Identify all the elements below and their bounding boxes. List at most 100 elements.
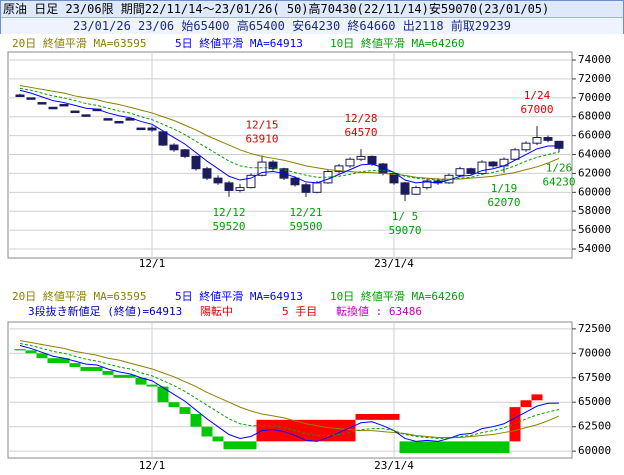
brick	[135, 377, 147, 385]
candle-body	[15, 94, 25, 97]
info-text: 5 手目	[282, 304, 317, 318]
brick	[14, 349, 26, 351]
brick	[256, 419, 356, 442]
ma-line	[19, 89, 560, 184]
legend-entry: 10日 終値平滑 MA=64260	[330, 289, 464, 303]
candle-body	[103, 118, 113, 121]
candle-body	[400, 182, 410, 195]
info-text: 陽転中	[200, 305, 233, 318]
header-line: 原油 日足 23/06限 期間22/11/14～23/01/26( 50)高70…	[3, 2, 550, 16]
annotation-value: 64570	[344, 126, 377, 139]
y-tick-label: 67500	[578, 371, 611, 384]
annotation-date: 1/24	[524, 89, 551, 102]
annotation-date: 1/26	[546, 161, 573, 174]
brick	[201, 426, 213, 437]
candle-body	[301, 184, 311, 193]
candle-body	[59, 103, 69, 107]
annotation-value: 62070	[487, 196, 520, 209]
candle-body	[257, 161, 267, 176]
annotation-date: 12/12	[212, 206, 245, 219]
info-text: 3段抜き新値足 (終値)=64913	[28, 304, 182, 318]
y-tick-label: 60000	[578, 444, 611, 457]
candle-body	[169, 144, 179, 151]
candle-body	[510, 149, 520, 160]
y-tick-label: 60000	[578, 185, 611, 198]
annotation-value: 64230	[542, 175, 575, 188]
brick	[179, 407, 191, 414]
candle-body	[158, 131, 168, 146]
candle-body	[246, 174, 256, 189]
ma-line	[19, 344, 560, 442]
candle-body	[411, 187, 421, 195]
candle-body	[180, 149, 190, 157]
brick	[36, 353, 48, 359]
info-text: 転換値 : 63486	[336, 305, 422, 318]
ma-line	[19, 343, 560, 439]
candle-body	[356, 155, 366, 160]
y-tick-label: 66000	[578, 129, 611, 142]
legend-entry: 20日 終値平滑 MA=63595	[12, 289, 146, 303]
brick	[531, 394, 543, 401]
candle-body	[554, 140, 564, 149]
annotation-date: 12/21	[289, 206, 322, 219]
brick	[69, 363, 81, 368]
annotation-date: 1/ 5	[392, 210, 419, 223]
brick	[102, 370, 114, 375]
candle-body	[422, 180, 432, 189]
annotation-date: 12/15	[245, 118, 278, 131]
annotation-value: 59500	[289, 220, 322, 233]
y-tick-label: 65000	[578, 395, 611, 408]
candle-body	[367, 155, 377, 165]
ma-line	[19, 85, 560, 180]
brick	[25, 350, 37, 354]
candle-body	[136, 127, 146, 131]
brick	[212, 436, 224, 442]
ma-line	[19, 87, 560, 181]
brick	[47, 358, 70, 364]
brick	[223, 441, 257, 450]
annotation-value: 67000	[520, 103, 553, 116]
brick	[113, 374, 136, 378]
brick	[157, 386, 169, 403]
candle-body	[477, 161, 487, 174]
candle-body	[290, 177, 300, 186]
candle-body	[389, 172, 399, 184]
candle-body	[466, 168, 476, 174]
brick	[80, 367, 103, 371]
annotation-value: 59520	[212, 220, 245, 233]
brick	[168, 402, 180, 408]
x-tick-label: 12/1	[139, 257, 166, 270]
header: 原油 日足 23/06限 期間22/11/14～23/01/26( 50)高70…	[0, 0, 624, 34]
candle-body	[81, 114, 91, 117]
candle-body	[213, 177, 223, 184]
ma-line	[19, 340, 560, 438]
y-tick-label: 74000	[578, 53, 611, 66]
charts: 74000 72000 70000 68000 66000 64000 62000 60000…	[7, 36, 611, 472]
brick	[146, 384, 158, 387]
legend-entry: 5日 終値平滑 MA=64913	[175, 289, 303, 303]
candle-body	[345, 158, 355, 167]
x-tick-label: 23/1/4	[374, 257, 414, 270]
candle-body	[191, 155, 201, 170]
legend-entry: 5日 終値平滑 MA=64913	[175, 36, 303, 50]
y-tick-label: 62500	[578, 420, 611, 433]
header-line: 23/01/26 23/06 始65400 高65400 安64230 終646…	[1, 17, 623, 34]
annotation-date: 1/19	[491, 182, 518, 195]
y-tick-label: 56000	[578, 223, 611, 236]
candle-body	[235, 187, 245, 191]
annotation-value: 59070	[388, 224, 421, 237]
brick	[190, 413, 202, 427]
brick	[399, 441, 510, 454]
candle-body	[70, 110, 80, 114]
legend-entry: 10日 終値平滑 MA=64260	[330, 36, 464, 50]
candle-body	[334, 165, 344, 173]
candle-body	[532, 137, 542, 144]
annotation-date: 12/28	[344, 112, 377, 125]
legend-entry: 20日 終値平滑 MA=63595	[12, 36, 146, 50]
candle-body	[147, 127, 157, 131]
y-tick-label: 72000	[578, 72, 611, 85]
brick	[520, 400, 532, 408]
candle-body	[224, 182, 234, 191]
candle-body	[455, 168, 465, 176]
candle-body	[488, 161, 498, 167]
